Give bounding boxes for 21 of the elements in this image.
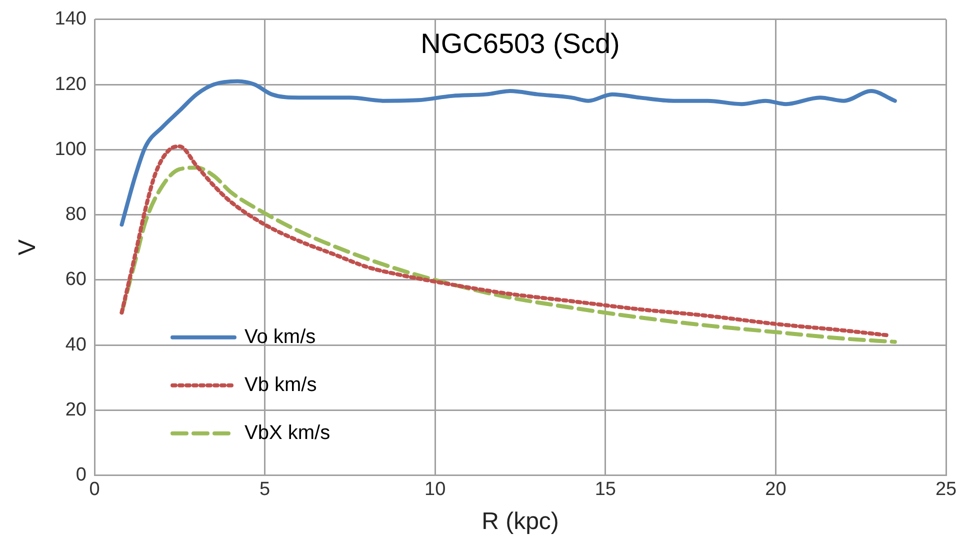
y-tick-label: 100 [54,138,86,160]
y-tick-label: 60 [65,269,86,290]
x-tick-label: 10 [424,479,446,500]
chart-title: NGC6503 (Scd) [420,28,620,60]
legend-label: Vo km/s [244,326,316,348]
legend-label: VbX km/s [244,422,330,444]
x-tick-label: 15 [594,479,616,500]
y-tick-label: 20 [65,399,86,420]
y-tick-label: 140 [54,8,86,30]
legend-label: Vb km/s [244,374,317,396]
y-tick-label: 80 [65,204,86,226]
x-tick-label: 0 [89,479,100,500]
y-tick-label: 120 [54,74,86,95]
y-tick-label: 0 [76,464,86,486]
line-series [120,79,897,227]
x-tick-label: 5 [260,479,270,500]
y-tick-label: 40 [65,334,86,356]
x-axis-title: R (kpc) [482,508,559,536]
x-tick-label: 25 [935,479,957,500]
x-tick-label: 20 [765,479,786,500]
y-axis-title: V [14,239,42,256]
